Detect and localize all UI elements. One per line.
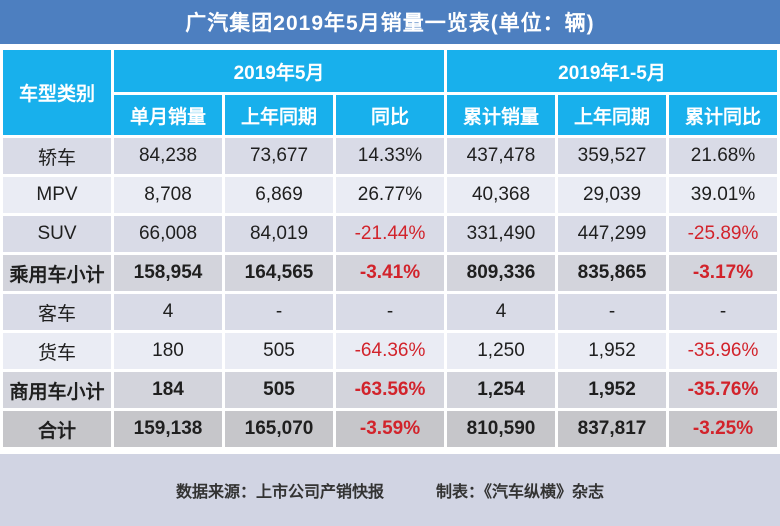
- table-cell: 505: [225, 372, 333, 408]
- table-cell: 26.77%: [336, 177, 444, 213]
- table-cell: 21.68%: [669, 138, 778, 174]
- table-cell: 184: [114, 372, 222, 408]
- table-cell: -64.36%: [336, 333, 444, 369]
- table-cell: 159,138: [114, 411, 222, 447]
- table-cell: 810,590: [447, 411, 555, 447]
- table-cell: 39.01%: [669, 177, 778, 213]
- header-sub-row: 单月销量 上年同期 同比 累计销量 上年同期 累计同比: [3, 95, 778, 135]
- data-source-note: 数据来源：上市公司产销快报: [175, 484, 384, 501]
- table-cell: 14.33%: [336, 138, 444, 174]
- table-row: 乘用车小计 158,954 164,565 -3.41% 809,336 835,865-…: [3, 255, 778, 291]
- header-prev-year-cumulative: 上年同期: [558, 95, 666, 135]
- table-cell: 66,008: [114, 216, 222, 252]
- header-group-may-2019: 2019年5月: [114, 50, 444, 92]
- row-label: 商用车小计: [3, 372, 111, 408]
- table-cell: 835,865: [558, 255, 666, 291]
- table-cell: -: [336, 294, 444, 330]
- table-cell: 40,368: [447, 177, 555, 213]
- header-group-jan-may-2019: 2019年1-5月: [447, 50, 778, 92]
- table-cell: 1,250: [447, 333, 555, 369]
- table-row: 商用车小计 184 505 -63.56% 1,254 1,952 -35.76%: [3, 372, 778, 408]
- table-row: 客车 4- -4- -: [3, 294, 778, 330]
- row-label: MPV: [3, 177, 111, 213]
- table-maker-note: 制表：《汽车纵横》杂志: [436, 484, 605, 501]
- table-cell: 437,478: [447, 138, 555, 174]
- table-cell: 158,954: [114, 255, 222, 291]
- table-cell: 1,952: [558, 372, 666, 408]
- table-cell: -63.56%: [336, 372, 444, 408]
- header-category: 车型类别: [3, 50, 111, 135]
- header-cumulative-yoy: 累计同比: [669, 95, 778, 135]
- table-cell: 8,708: [114, 177, 222, 213]
- table-cell: 359,527: [558, 138, 666, 174]
- table-cell: -21.44%: [336, 216, 444, 252]
- table-cell: -35.76%: [669, 372, 778, 408]
- table-cell: 6,869: [225, 177, 333, 213]
- sales-table: 车型类别 2019年5月 2019年1-5月 单月销量 上年同期 同比 累计销量…: [0, 47, 780, 450]
- table-cell: 84,019: [225, 216, 333, 252]
- table-cell: -: [669, 294, 778, 330]
- table-cell: 1,254: [447, 372, 555, 408]
- header-yoy: 同比: [336, 95, 444, 135]
- table-cell: 180: [114, 333, 222, 369]
- table-row: SUV 66,008 84,019 -21.44% 331,490 447,299 -25.…: [3, 216, 778, 252]
- page-title: 广汽集团2019年5月销量一览表(单位：辆): [0, 0, 780, 44]
- table-cell: 4: [447, 294, 555, 330]
- table-cell: -3.17%: [669, 255, 778, 291]
- table-body: 轿车 84,238 73,677 14.33% 437,478 359,527 21.68%…: [3, 138, 778, 447]
- row-label: 客车: [3, 294, 111, 330]
- table-row: MPV 8,708 6,869 26.77% 40,368 29,039 39.01%: [3, 177, 778, 213]
- table-cell: 331,490: [447, 216, 555, 252]
- row-label: 轿车: [3, 138, 111, 174]
- header-monthly-sales: 单月销量: [114, 95, 222, 135]
- table-cell: 1,952: [558, 333, 666, 369]
- table-cell: 837,817: [558, 411, 666, 447]
- row-label: 合计: [3, 411, 111, 447]
- table-cell: -: [558, 294, 666, 330]
- table-cell: 809,336: [447, 255, 555, 291]
- table-cell: 447,299: [558, 216, 666, 252]
- table-cell: -3.25%: [669, 411, 778, 447]
- header-prev-year-month: 上年同期: [225, 95, 333, 135]
- table-row: 货车 180 505 -64.36% 1,250 1,952 -35.96%: [3, 333, 778, 369]
- table-cell: 29,039: [558, 177, 666, 213]
- table-cell: -3.59%: [336, 411, 444, 447]
- table-row: 轿车 84,238 73,677 14.33% 437,478 359,527 21.68%: [3, 138, 778, 174]
- header-group-row: 车型类别 2019年5月 2019年1-5月: [3, 50, 778, 135]
- table-cell: 73,677: [225, 138, 333, 174]
- row-label: 乘用车小计: [3, 255, 111, 291]
- footer: 数据来源：上市公司产销快报 制表：《汽车纵横》杂志: [0, 454, 780, 526]
- header-cumulative-sales: 累计销量: [447, 95, 555, 135]
- table-cell: 165,070: [225, 411, 333, 447]
- table-cell: 164,565: [225, 255, 333, 291]
- row-label: 货车: [3, 333, 111, 369]
- table-cell: -35.96%: [669, 333, 778, 369]
- table-cell: -: [225, 294, 333, 330]
- row-label: SUV: [3, 216, 111, 252]
- table-cell: -25.89%: [669, 216, 778, 252]
- table-row: 合计 159,138 165,070 -3.59% 810,590 837,817 -3.2…: [3, 411, 778, 447]
- table-cell: -3.41%: [336, 255, 444, 291]
- table-cell: 84,238: [114, 138, 222, 174]
- table-cell: 4: [114, 294, 222, 330]
- table-cell: 505: [225, 333, 333, 369]
